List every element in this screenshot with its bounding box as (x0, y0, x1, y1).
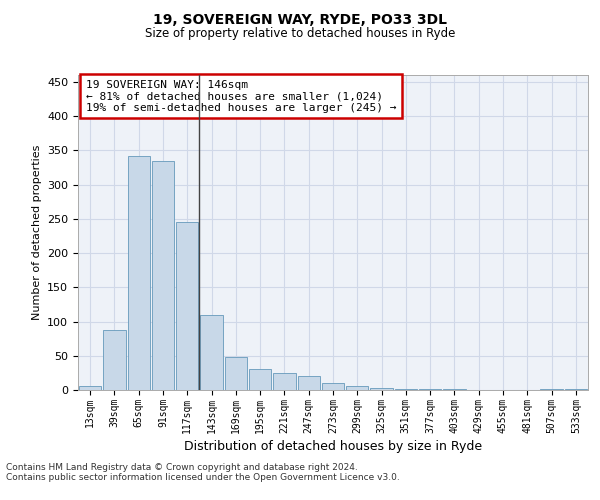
Text: Contains HM Land Registry data © Crown copyright and database right 2024.: Contains HM Land Registry data © Crown c… (6, 464, 358, 472)
Text: 19, SOVEREIGN WAY, RYDE, PO33 3DL: 19, SOVEREIGN WAY, RYDE, PO33 3DL (153, 12, 447, 26)
Bar (298, 376, 320, 390)
Bar (322, 383, 344, 390)
Bar (79, 386, 101, 390)
X-axis label: Distribution of detached houses by size in Ryde: Distribution of detached houses by size … (184, 440, 482, 453)
Text: Size of property relative to detached houses in Ryde: Size of property relative to detached ho… (145, 28, 455, 40)
Bar (152, 160, 174, 390)
Bar (346, 386, 368, 390)
Text: Contains public sector information licensed under the Open Government Licence v3: Contains public sector information licen… (6, 474, 400, 482)
Bar (176, 222, 199, 390)
Bar (249, 369, 271, 390)
Bar (370, 388, 393, 390)
Bar (128, 156, 150, 390)
Bar (395, 388, 417, 390)
Text: 19 SOVEREIGN WAY: 146sqm
← 81% of detached houses are smaller (1,024)
19% of sem: 19 SOVEREIGN WAY: 146sqm ← 81% of detach… (86, 80, 396, 113)
Bar (200, 314, 223, 390)
Y-axis label: Number of detached properties: Number of detached properties (32, 145, 41, 320)
Bar (103, 330, 125, 390)
Bar (224, 357, 247, 390)
Bar (273, 373, 296, 390)
